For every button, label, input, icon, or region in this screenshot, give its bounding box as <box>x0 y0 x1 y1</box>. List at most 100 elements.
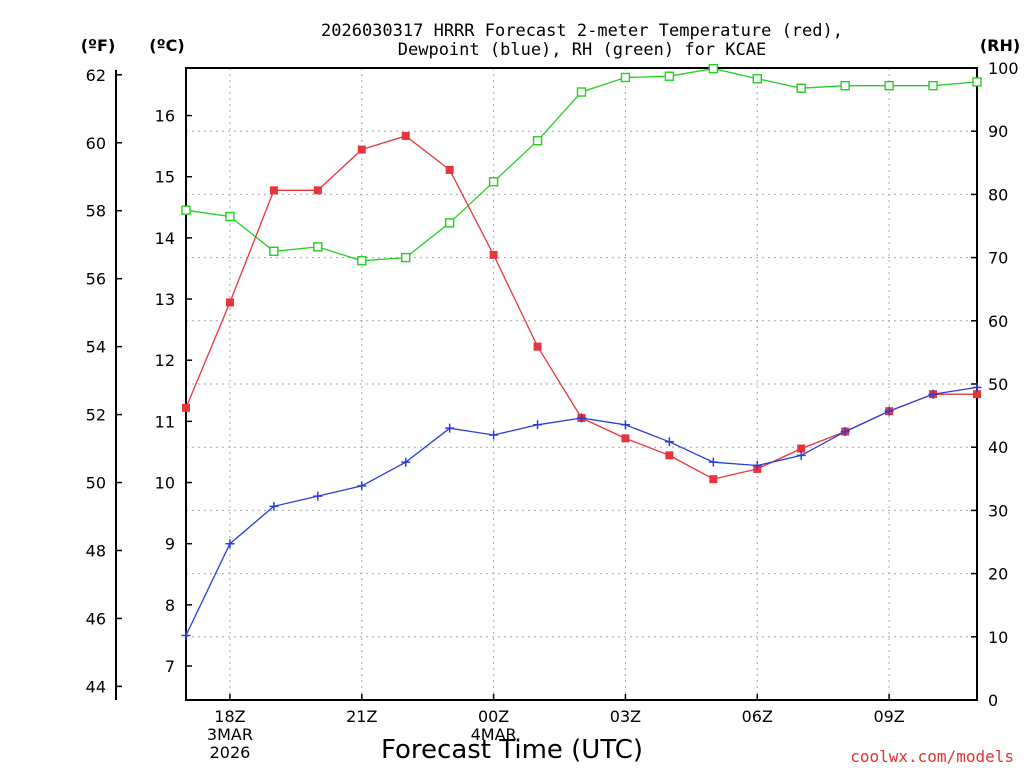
rh-tick-label: 70 <box>988 249 1008 268</box>
fahrenheit-tick-label: 56 <box>86 270 106 289</box>
dewpoint-point <box>225 539 235 549</box>
rh-point <box>796 83 806 93</box>
time-tick-label: 00Z <box>478 707 509 726</box>
dewpoint-point <box>401 457 411 467</box>
rh-point <box>884 80 894 91</box>
temperature-point <box>665 451 674 460</box>
time-tick-label: 4MAR <box>471 725 517 744</box>
time-tick-label: 09Z <box>873 707 904 726</box>
rh-tick-label: 100 <box>988 59 1019 78</box>
celsius-tick-label: 14 <box>155 229 175 248</box>
rh-point <box>313 242 323 252</box>
fahrenheit-tick-label: 58 <box>86 202 106 221</box>
fahrenheit-tick-label: 50 <box>86 474 106 493</box>
fahrenheit-tick-label: 48 <box>86 541 106 560</box>
rh-point <box>664 71 675 81</box>
fahrenheit-tick-label: 44 <box>86 677 106 696</box>
rh-tick-label: 50 <box>988 375 1008 394</box>
fahrenheit-tick-label: 52 <box>86 406 106 425</box>
temperature-point <box>621 434 630 443</box>
temperature-point <box>225 298 234 307</box>
celsius-tick-label: 12 <box>155 351 175 370</box>
dewpoint-point <box>577 413 586 423</box>
celsius-tick-label: 10 <box>155 474 175 493</box>
rh-point <box>225 211 235 222</box>
temperature-point <box>357 145 366 154</box>
rh-tick-label: 20 <box>988 565 1008 584</box>
dewpoint-point <box>313 491 323 501</box>
temperature-point <box>797 444 806 453</box>
celsius-tick-label: 16 <box>155 107 175 126</box>
dewpoint-point <box>708 457 718 467</box>
rh-axis-unit: (RH) <box>980 36 1020 55</box>
temperature-point <box>973 390 981 399</box>
temperature-point <box>313 186 322 195</box>
rh-point <box>708 63 719 74</box>
time-tick-label: 18Z <box>214 707 245 726</box>
chart-title-line-2: Dewpoint (blue), RH (green) for KCAE <box>398 40 766 60</box>
rh-tick-label: 0 <box>988 691 998 710</box>
rh-point <box>840 80 850 91</box>
dewpoint-point <box>533 420 543 430</box>
celsius-axis-unit: (ºC) <box>149 36 184 55</box>
celsius-axis: 7 8 9 10 11 12 13 14 15 16 <box>155 107 192 676</box>
temperature-point <box>182 403 190 412</box>
celsius-tick-label: 7 <box>165 657 175 676</box>
dewpoint-point <box>620 420 630 430</box>
series-rh <box>181 63 982 266</box>
dewpoint-point <box>269 501 279 511</box>
temperature-point <box>489 250 498 259</box>
dewpoint-point <box>357 481 367 491</box>
time-tick-label: 03Z <box>610 707 641 726</box>
dewpoint-point <box>752 461 762 471</box>
rh-axis: 0 10 20 30 40 50 60 70 80 90 100 <box>971 59 1019 710</box>
rh-point <box>181 205 191 215</box>
series-layer <box>181 63 982 640</box>
dewpoint-point <box>928 389 938 399</box>
time-tick-label: 21Z <box>346 707 377 726</box>
rh-point <box>444 218 455 228</box>
rh-tick-label: 30 <box>988 501 1008 520</box>
fahrenheit-tick-label: 62 <box>86 66 106 85</box>
dewpoint-point <box>489 430 499 440</box>
series-temperature <box>182 131 981 484</box>
series-temperature-line <box>185 135 977 480</box>
rh-tick-label: 60 <box>988 312 1008 331</box>
celsius-tick-label: 8 <box>165 596 175 615</box>
rh-point <box>928 80 938 91</box>
rh-tick-label: 10 <box>988 628 1008 647</box>
fahrenheit-tick-label: 60 <box>86 134 106 153</box>
rh-point <box>269 246 279 256</box>
temperature-point <box>709 475 718 484</box>
temperature-point <box>445 165 454 174</box>
dewpoint-point <box>445 423 455 433</box>
rh-point <box>401 252 411 263</box>
rh-tick-label: 80 <box>988 185 1008 204</box>
celsius-tick-label: 9 <box>165 535 175 554</box>
fahrenheit-tick-label: 54 <box>86 338 106 357</box>
celsius-tick-label: 13 <box>155 290 175 309</box>
time-tick-label: 2026 <box>210 743 251 762</box>
celsius-tick-label: 15 <box>155 168 175 187</box>
time-tick-label: 3MAR <box>207 725 253 744</box>
series-dewpoint-line <box>185 386 978 636</box>
rh-point <box>620 72 631 83</box>
dewpoint-point <box>884 406 894 416</box>
rh-tick-label: 40 <box>988 438 1008 457</box>
chart-title-line-1: 2026030317 HRRR Forecast 2-meter Tempera… <box>321 21 843 41</box>
series-dewpoint <box>181 382 982 640</box>
fahrenheit-axis: 44 46 48 50 52 54 56 58 60 62 <box>86 66 122 696</box>
rh-point <box>576 87 587 97</box>
celsius-tick-label: 11 <box>155 412 175 431</box>
rh-point <box>532 135 543 146</box>
x-axis-label: Forecast Time (UTC) <box>381 735 643 765</box>
dewpoint-point <box>664 437 674 447</box>
temperature-point <box>533 342 542 351</box>
rh-point <box>357 256 367 266</box>
dewpoint-point <box>181 630 191 640</box>
dewpoint-point <box>972 382 982 392</box>
time-tick-label: 06Z <box>742 707 773 726</box>
dewpoint-point <box>796 450 806 460</box>
